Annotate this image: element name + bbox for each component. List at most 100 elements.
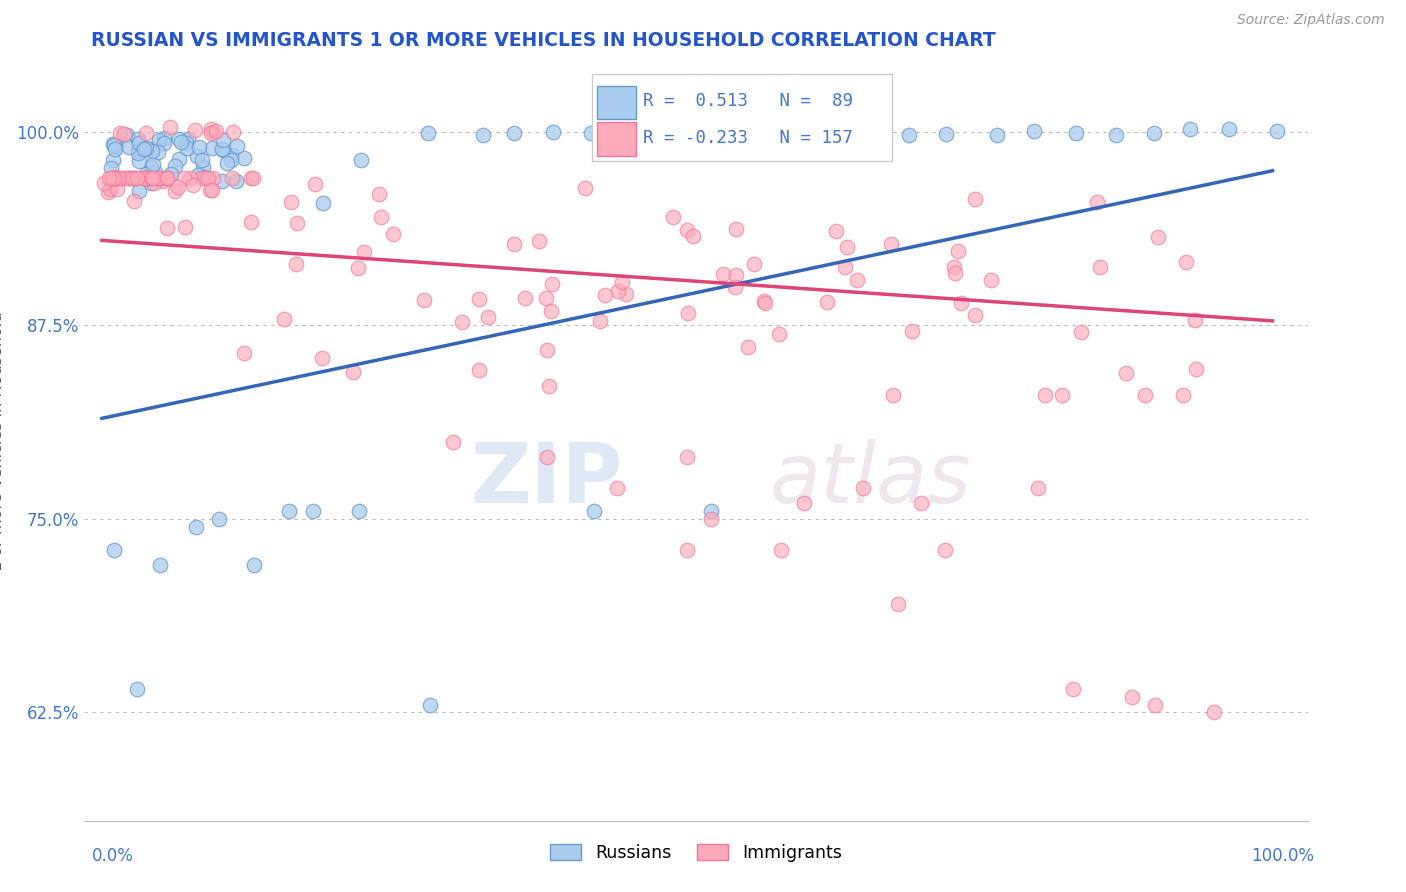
Point [170,135,193,149]
Point [935,127,957,141]
Point [103,143,125,157]
Point [142,156,165,170]
Point [211,142,233,156]
Point [155,171,177,186]
Point [347,261,370,276]
Point [155,171,177,186]
Point [943,266,966,280]
Point [676,450,699,464]
Point [543,125,565,139]
Point [304,177,326,191]
Point [1175,254,1198,268]
Point [105,171,128,186]
Point [135,171,157,186]
Point [1135,388,1157,402]
Point [152,174,174,188]
Point [946,244,969,259]
Point [1052,388,1074,402]
Point [103,542,125,557]
Point [1090,260,1112,274]
Point [135,167,157,181]
Point [1202,706,1225,720]
FancyBboxPatch shape [598,122,636,156]
Point [342,365,364,379]
Point [735,126,758,140]
Point [233,151,256,165]
Point [195,171,218,186]
Point [419,698,441,712]
Point [104,138,127,153]
Point [614,287,637,301]
Point [965,192,987,206]
Point [159,120,181,135]
Point [101,137,124,152]
Point [135,126,157,140]
Point [149,171,172,186]
Point [146,171,169,186]
Point [350,153,373,167]
Point [540,277,562,292]
Point [825,224,848,238]
Point [695,128,717,142]
Point [212,133,235,147]
Point [1033,388,1056,402]
Point [100,171,122,186]
Point [699,504,721,518]
Point [769,542,792,557]
Point [163,159,186,173]
Point [724,280,747,294]
Point [285,256,308,270]
Point [142,171,165,186]
Point [1064,126,1087,140]
Point [225,174,247,188]
Point [211,144,233,158]
Point [201,183,224,197]
Text: 100.0%: 100.0% [1251,847,1315,864]
Point [980,272,1002,286]
Point [1180,121,1202,136]
Point [97,185,120,199]
Point [1218,122,1240,136]
Point [1024,124,1046,138]
Point [1062,682,1084,697]
Point [177,132,200,146]
Point [965,309,987,323]
Point [148,133,170,147]
Point [477,310,499,325]
Point [163,184,186,198]
Point [135,171,157,186]
Point [181,178,204,192]
Point [201,141,224,155]
Point [128,154,150,169]
Point [634,128,657,143]
Point [176,141,198,155]
Point [194,169,217,184]
Point [121,171,143,186]
Point [910,496,932,510]
Point [160,167,183,181]
Point [135,141,157,155]
Point [138,171,160,186]
Point [125,682,148,697]
Point [176,136,198,150]
Point [128,136,150,151]
Point [662,210,685,224]
Point [582,504,605,518]
Point [127,144,149,158]
Point [676,542,699,557]
Point [1171,388,1194,402]
Point [612,275,634,289]
Point [124,171,146,186]
Point [793,496,815,510]
Point [441,434,464,449]
Point [412,293,434,307]
Point [273,311,295,326]
Point [538,379,561,393]
Point [208,512,231,526]
Point [204,124,226,138]
Point [139,142,162,156]
Point [301,504,323,518]
Text: 0.0%: 0.0% [91,847,134,864]
Point [190,171,212,186]
Point [536,450,558,464]
